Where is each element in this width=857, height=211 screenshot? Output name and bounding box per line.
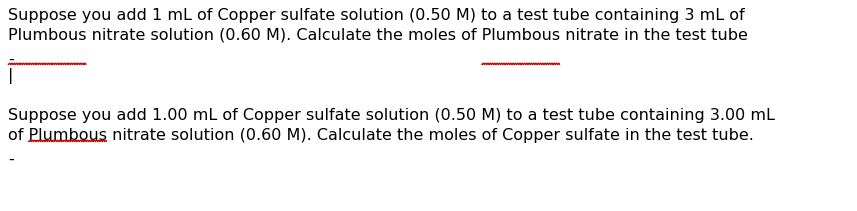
Text: |: | bbox=[8, 68, 14, 84]
Text: Suppose you add 1 mL of Copper sulfate solution (0.50 M) to a test tube containi: Suppose you add 1 mL of Copper sulfate s… bbox=[8, 8, 745, 23]
Text: -: - bbox=[8, 52, 14, 67]
Text: of Plumbous nitrate solution (0.60 M). Calculate the moles of Copper sulfate in : of Plumbous nitrate solution (0.60 M). C… bbox=[8, 128, 754, 143]
Text: Suppose you add 1.00 mL of Copper sulfate solution (0.50 M) to a test tube conta: Suppose you add 1.00 mL of Copper sulfat… bbox=[8, 108, 775, 123]
Text: Plumbous nitrate solution (0.60 M). Calculate the moles of Plumbous nitrate in t: Plumbous nitrate solution (0.60 M). Calc… bbox=[8, 28, 748, 43]
Text: -: - bbox=[8, 152, 14, 167]
